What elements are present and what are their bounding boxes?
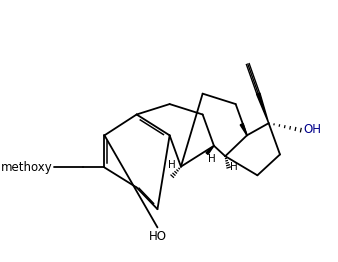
Text: HO: HO <box>148 230 167 243</box>
Text: OH: OH <box>303 123 321 136</box>
Text: methoxy: methoxy <box>1 161 53 174</box>
Text: H: H <box>209 154 216 164</box>
Polygon shape <box>257 93 269 123</box>
Text: H: H <box>230 162 238 172</box>
Text: H: H <box>168 160 176 171</box>
Polygon shape <box>206 146 214 155</box>
Polygon shape <box>240 123 247 135</box>
